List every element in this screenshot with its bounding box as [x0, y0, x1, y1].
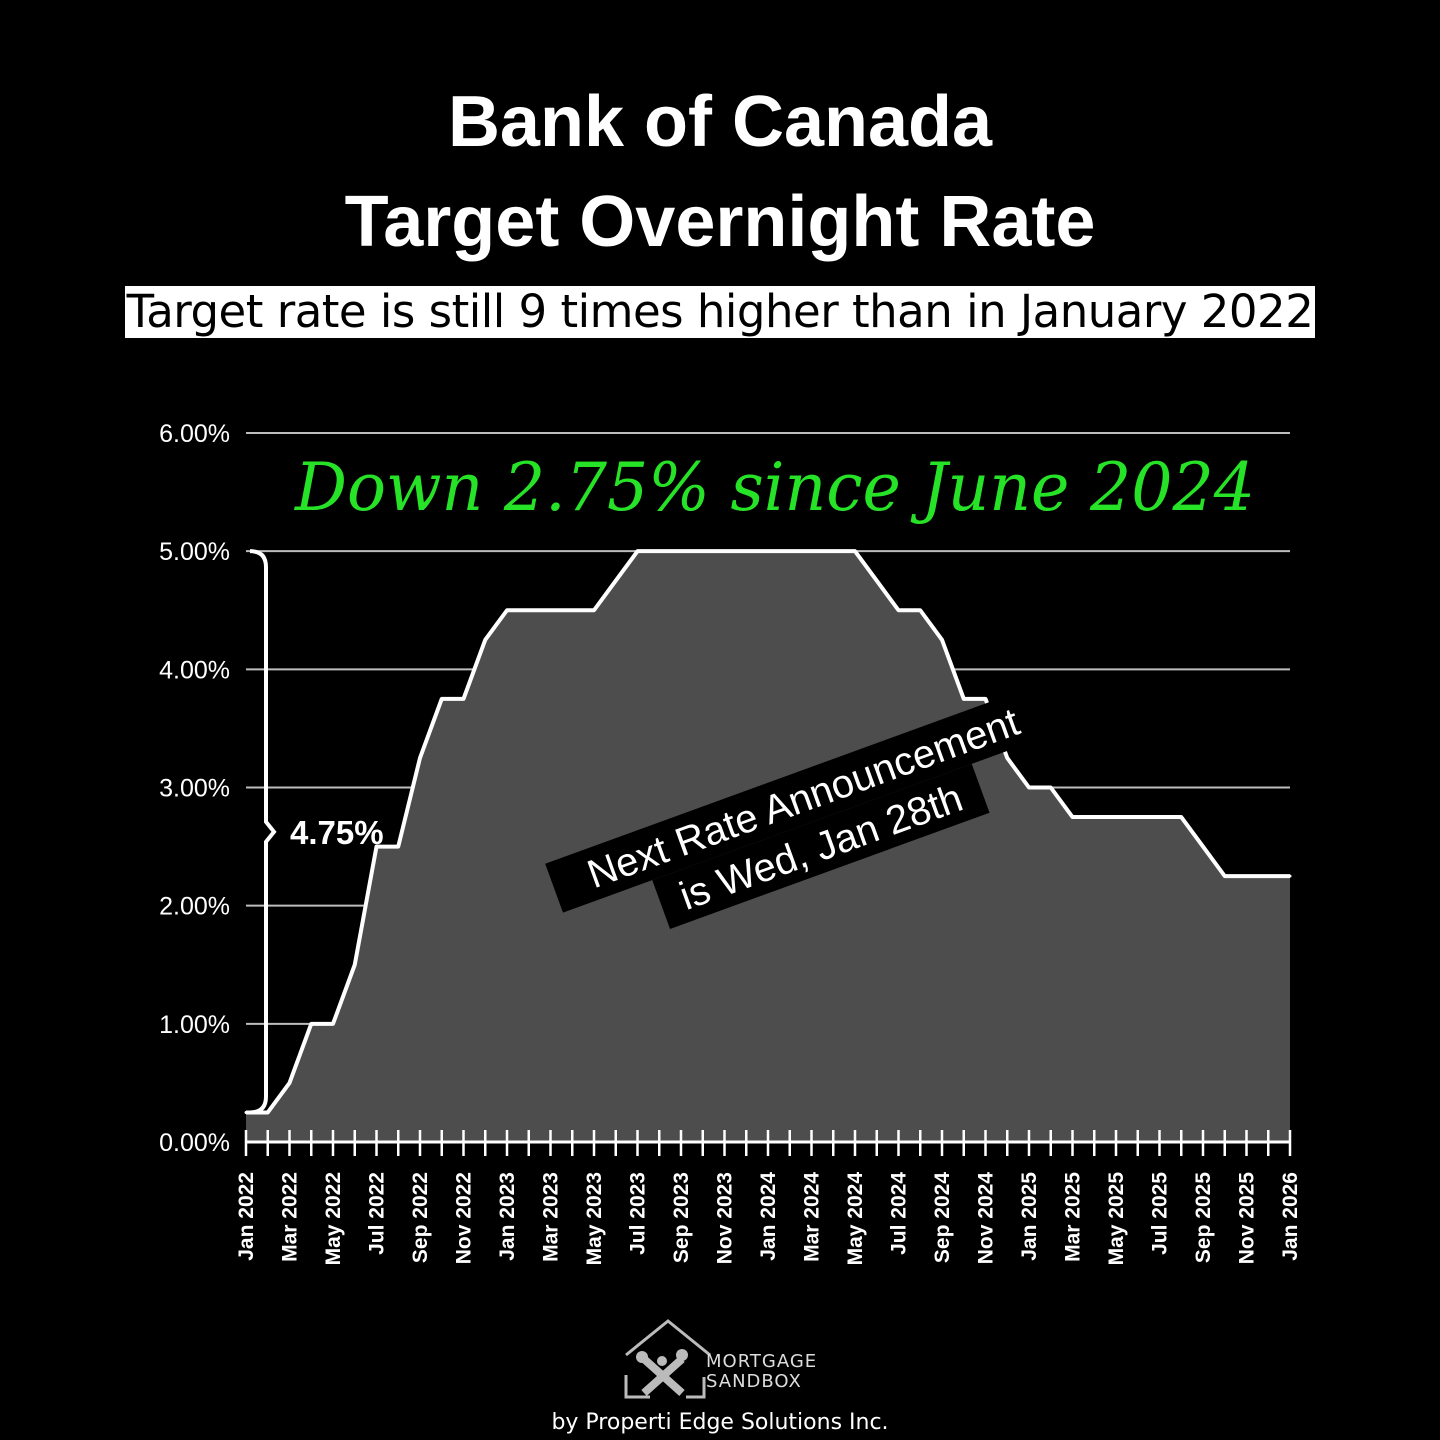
- data-point: [418, 756, 422, 760]
- x-tick-label: Nov 2025: [1236, 1172, 1259, 1265]
- x-tick-label: Jan 2022: [235, 1172, 258, 1261]
- data-point: [1005, 756, 1009, 760]
- data-point: [657, 549, 661, 553]
- data-point: [810, 549, 813, 553]
- data-point: [244, 1110, 248, 1114]
- data-point: [462, 697, 465, 701]
- data-point: [1092, 815, 1096, 819]
- x-tick-label: Sep 2024: [931, 1172, 954, 1263]
- data-point: [1114, 815, 1118, 819]
- data-point: [288, 1081, 291, 1085]
- y-tick-label: 1.00%: [159, 1011, 230, 1039]
- x-tick-label: Jul 2025: [1149, 1172, 1172, 1255]
- x-tick-label: Jan 2025: [1018, 1172, 1041, 1261]
- data-point: [636, 549, 639, 553]
- change-label: 4.75%: [290, 814, 384, 851]
- y-axis-tick-labels: 0.00% 1.00% 2.00% 3.00% 4.00% 5.00% 6.00%: [159, 420, 230, 1157]
- x-tick-label: Jul 2023: [627, 1172, 650, 1255]
- data-point: [962, 697, 966, 701]
- logo-text: MORTGAGE SANDBOX: [706, 1352, 817, 1392]
- y-tick-label: 4.00%: [159, 656, 230, 684]
- x-tick-label: May 2023: [583, 1172, 606, 1265]
- data-point: [1158, 815, 1161, 819]
- rate-chart: 0.00% 1.00% 2.00% 3.00% 4.00% 5.00% 6.00% Jan …: [159, 420, 1302, 1265]
- data-point: [440, 697, 444, 701]
- data-point: [527, 608, 531, 612]
- data-point: [831, 549, 835, 553]
- data-point: [984, 697, 987, 701]
- x-tick-label: Nov 2024: [975, 1172, 998, 1265]
- data-point: [1266, 874, 1270, 878]
- logo-line-2: SANDBOX: [706, 1371, 802, 1392]
- house-sandbox-logo-icon: [624, 1319, 711, 1399]
- data-point: [331, 1022, 335, 1026]
- data-point: [570, 608, 574, 612]
- data-point: [614, 579, 618, 583]
- title-line-2: Target Overnight Rate: [344, 182, 1096, 262]
- x-tick-label: Nov 2022: [453, 1172, 476, 1264]
- byline: by Properti Edge Solutions Inc.: [551, 1410, 889, 1435]
- data-point: [549, 608, 552, 612]
- x-tick-label: May 2024: [844, 1172, 867, 1266]
- y-tick-label: 2.00%: [159, 893, 230, 921]
- logo-line-1: MORTGAGE: [706, 1351, 818, 1372]
- title-line-1: Bank of Canada: [447, 82, 993, 162]
- green-note: Down 2.75% since June 2024: [294, 449, 1255, 526]
- x-tick-label: Mar 2024: [801, 1172, 824, 1262]
- data-point: [309, 1022, 313, 1026]
- data-point: [940, 638, 944, 642]
- data-point: [1049, 786, 1053, 789]
- data-point: [483, 638, 487, 642]
- data-point: [1288, 874, 1292, 878]
- data-point: [266, 1110, 270, 1114]
- x-tick-label: Mar 2023: [540, 1172, 563, 1262]
- data-point: [1179, 815, 1183, 819]
- data-point: [723, 549, 726, 553]
- data-point: [788, 549, 792, 553]
- y-tick-label: 0.00%: [159, 1129, 230, 1157]
- data-point: [853, 549, 857, 553]
- bracket-line: [249, 549, 277, 1115]
- data-point: [505, 608, 509, 612]
- x-tick-label: Mar 2022: [279, 1172, 302, 1262]
- data-point: [701, 549, 705, 553]
- data-point: [897, 608, 900, 612]
- announce-bg-1: [545, 682, 1062, 913]
- x-tick-label: Jan 2024: [757, 1172, 780, 1261]
- y-tick-label: 5.00%: [159, 538, 230, 566]
- x-tick-label: May 2025: [1105, 1172, 1128, 1266]
- data-point: [875, 579, 879, 583]
- x-tick-label: Nov 2023: [714, 1172, 737, 1264]
- data-point: [396, 845, 400, 849]
- data-point: [1223, 874, 1227, 878]
- change-bracket: 4.75%: [249, 549, 384, 1115]
- x-tick-label: Jan 2023: [496, 1172, 519, 1261]
- y-tick-label: 3.00%: [159, 775, 230, 803]
- data-point: [1245, 874, 1248, 878]
- data-point: [353, 963, 357, 967]
- x-tick-label: Jan 2026: [1279, 1172, 1302, 1261]
- data-point: [918, 608, 922, 612]
- x-tick-label: Mar 2025: [1062, 1172, 1085, 1262]
- data-point: [766, 549, 770, 553]
- x-tick-label: Sep 2025: [1192, 1172, 1215, 1263]
- x-tick-label: May 2022: [322, 1172, 345, 1265]
- data-point: [592, 608, 596, 612]
- data-point: [1136, 815, 1140, 819]
- data-point: [1071, 815, 1074, 819]
- x-tick-label: Sep 2023: [670, 1172, 693, 1263]
- data-point: [1201, 845, 1205, 849]
- chart-title: Bank of Canada Target Overnight Rate: [0, 72, 1440, 272]
- x-tick-label: Jul 2022: [366, 1172, 389, 1255]
- x-axis: Jan 2022 Mar 2022 May 2022 Jul 2022 Sep 2022…: [235, 1130, 1302, 1265]
- y-tick-label: 6.00%: [159, 420, 230, 448]
- data-point: [679, 549, 683, 553]
- chart-subtitle: Target rate is still 9 times higher than…: [124, 285, 1316, 338]
- x-tick-label: Jul 2024: [888, 1172, 911, 1255]
- announce-bg-2: [652, 763, 990, 930]
- data-point: [744, 549, 748, 553]
- data-point: [1027, 786, 1031, 789]
- x-tick-label: Sep 2022: [409, 1172, 432, 1263]
- data-point: [375, 845, 378, 849]
